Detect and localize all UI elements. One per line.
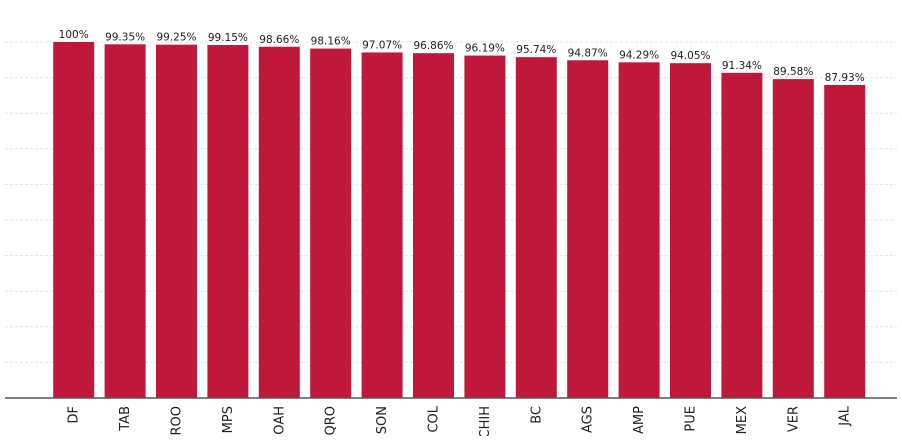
data-label-chih: 96.19% — [465, 43, 505, 55]
x-tick-labels: DF TAB ROO MPS OAH QRO SON COL CHIH BC AGS AMP PUE ME… — [67, 405, 853, 438]
bar-col — [413, 53, 454, 398]
data-label-roo: 99.25% — [156, 32, 196, 44]
x-tick-jal: JAL — [838, 405, 853, 426]
data-label-jal: 87.93% — [825, 72, 865, 84]
x-tick-oah: OAH — [272, 406, 287, 435]
x-tick-col: COL — [427, 405, 442, 432]
x-tick-amp: AMP — [632, 406, 647, 434]
data-label-pue: 94.05% — [670, 50, 710, 62]
bar-mps — [207, 45, 249, 398]
data-label-qro: 98.16% — [311, 36, 351, 48]
data-label-bc: 95.74% — [516, 44, 556, 56]
bar-jal — [824, 84, 866, 398]
bar-amp — [618, 62, 660, 398]
data-label-tab: 99.35% — [105, 31, 145, 43]
data-labels: 100% 99.35% 99.25% 99.15% 98.66% 98.16% 97.07%… — [59, 29, 865, 84]
x-tick-ags: AGS — [581, 406, 596, 433]
data-label-mex: 91.34% — [722, 60, 762, 72]
x-tick-chih: CHIH — [478, 406, 493, 436]
bar-pue — [670, 63, 711, 398]
bar-bc — [515, 57, 557, 399]
bar-qro — [310, 48, 352, 398]
bar-son — [361, 52, 403, 399]
bar-df — [53, 42, 95, 398]
data-label-amp: 94.29% — [619, 49, 659, 61]
bars — [53, 42, 866, 399]
x-tick-mex: MEX — [735, 406, 750, 434]
x-tick-df: DF — [67, 406, 82, 424]
x-tick-bc: BC — [529, 406, 544, 424]
data-label-mps: 99.15% — [208, 32, 248, 44]
data-label-ver: 89.58% — [773, 66, 813, 78]
bar-tab — [104, 44, 146, 399]
data-label-oah: 98.66% — [259, 34, 299, 46]
x-tick-mps: MPS — [221, 406, 236, 433]
bar-roo — [156, 44, 197, 399]
data-label-col: 96.86% — [413, 40, 453, 52]
data-label-df: 100% — [59, 29, 89, 41]
x-tick-tab: TAB — [118, 406, 133, 432]
x-tick-qro: QRO — [324, 406, 339, 436]
data-label-son: 97.07% — [362, 39, 402, 51]
x-tick-roo: ROO — [170, 406, 185, 436]
bar-ags — [567, 60, 609, 399]
bar-oah — [258, 46, 300, 399]
bar-ver — [772, 79, 814, 398]
x-tick-pue: PUE — [684, 406, 699, 432]
bar-mex — [721, 72, 763, 399]
x-tick-ver: VER — [786, 406, 801, 432]
x-tick-son: SON — [375, 406, 390, 434]
bar-chih — [464, 55, 506, 398]
data-label-ags: 94.87% — [568, 47, 608, 59]
